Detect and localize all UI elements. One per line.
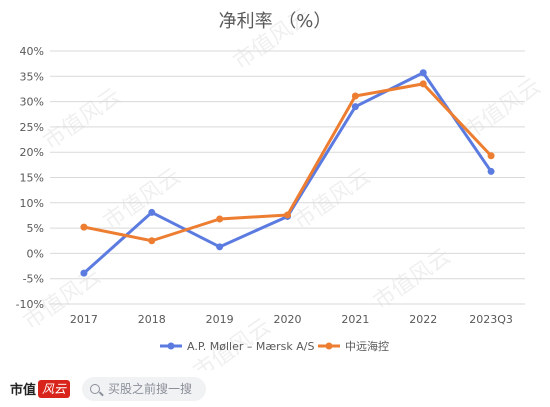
watermark-text: 市值风云 bbox=[289, 164, 375, 235]
series-1-point bbox=[80, 223, 88, 231]
legend: A.P. Møller – Mærsk A/S 中远海控 bbox=[160, 339, 389, 353]
series-1-point bbox=[216, 215, 224, 223]
footer-bar: 市值 风云 买股之前搜一搜 bbox=[0, 370, 550, 407]
series-1-point bbox=[487, 152, 495, 160]
y-tick-label: 35% bbox=[20, 70, 44, 83]
y-tick-label: 30% bbox=[20, 96, 44, 109]
y-tick-label: 20% bbox=[20, 146, 44, 159]
x-tick-label: 2018 bbox=[138, 313, 166, 326]
x-tick-label: 2020 bbox=[274, 313, 302, 326]
y-tick-label: 10% bbox=[20, 197, 44, 210]
x-tick-label: 2017 bbox=[70, 313, 98, 326]
search-icon bbox=[90, 383, 101, 394]
legend-marker-0 bbox=[167, 342, 175, 350]
brand-badge: 风云 bbox=[38, 379, 71, 398]
series-0-point bbox=[351, 103, 359, 111]
chart: 市值风云 市值风云 市值风云 市值风云 市值风云 市值风云 市值风云 市值风云 净利率 （%）… bbox=[16, 4, 546, 370]
y-tick-label: 40% bbox=[20, 45, 44, 58]
y-tick-label: 15% bbox=[20, 172, 44, 185]
series-line-0 bbox=[82, 71, 493, 275]
series-0-point bbox=[216, 243, 224, 251]
search-placeholder: 买股之前搜一搜 bbox=[108, 382, 193, 396]
series-0-point bbox=[80, 269, 88, 277]
watermark-text: 市值风云 bbox=[39, 84, 125, 155]
gridlines bbox=[50, 50, 525, 305]
x-tick-label: 2019 bbox=[206, 313, 234, 326]
series-1-point bbox=[419, 80, 427, 88]
x-axis-ticks: 2017 2018 2019 2020 2021 2022 2023Q3 bbox=[70, 313, 513, 326]
brand-logo: 市值 风云 bbox=[10, 379, 71, 398]
x-tick-label: 2022 bbox=[409, 313, 437, 326]
series-0-point bbox=[487, 167, 495, 175]
y-tick-label: 25% bbox=[20, 121, 44, 134]
series-1-point bbox=[351, 92, 359, 100]
series-1-point bbox=[148, 237, 156, 245]
brand-text: 市值 bbox=[10, 383, 37, 398]
search-box[interactable]: 买股之前搜一搜 bbox=[82, 376, 207, 401]
x-tick-label: 2021 bbox=[341, 313, 369, 326]
legend-label-1: 中远海控 bbox=[345, 339, 389, 353]
chart-title: 净利率 （%） bbox=[219, 11, 332, 32]
series-0-point bbox=[148, 208, 156, 216]
series-0-point bbox=[419, 69, 427, 77]
y-tick-label: -5% bbox=[23, 273, 44, 286]
y-tick-label: -10% bbox=[16, 298, 44, 311]
x-tick-label: 2023Q3 bbox=[469, 313, 513, 326]
y-tick-label: 0% bbox=[27, 247, 44, 260]
legend-marker-1 bbox=[325, 342, 333, 350]
series-layer bbox=[80, 69, 495, 277]
y-axis-ticks: -10% -5% 0% 5% 10% 15% 20% 25% 30% 35% 40% bbox=[16, 45, 44, 311]
y-tick-label: 5% bbox=[27, 222, 44, 235]
series-1-point bbox=[284, 211, 291, 219]
legend-label-0: A.P. Møller – Mærsk A/S bbox=[187, 340, 315, 353]
